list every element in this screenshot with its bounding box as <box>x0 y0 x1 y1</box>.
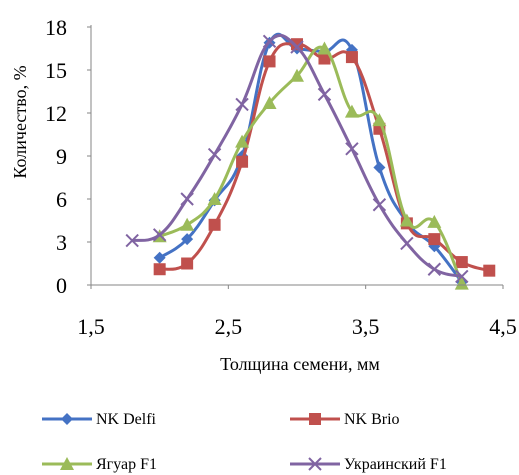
data-point <box>235 97 249 112</box>
series-1 <box>153 38 496 277</box>
legend-entry: NK Delfi <box>42 411 157 428</box>
series-line <box>159 45 464 285</box>
data-point <box>428 233 441 246</box>
y-tick-label: 0 <box>56 273 67 298</box>
data-point <box>345 51 358 64</box>
data-point <box>317 87 332 102</box>
data-point <box>235 134 250 148</box>
y-tick-label: 15 <box>45 58 67 83</box>
data-point <box>427 262 442 276</box>
legend-marker <box>308 457 322 471</box>
legend-entry: NK Brio <box>290 411 400 428</box>
data-point <box>344 104 359 118</box>
data-point <box>373 122 386 135</box>
data-point <box>180 192 194 206</box>
data-point <box>454 276 469 290</box>
x-tick-label: 3,5 <box>352 314 380 339</box>
data-point <box>153 251 166 264</box>
legend-marker <box>60 457 74 470</box>
data-point <box>208 218 221 231</box>
data-point <box>181 233 194 246</box>
data-point <box>290 40 304 54</box>
data-point <box>207 147 222 162</box>
y-tick-label: 9 <box>56 144 67 169</box>
data-point <box>345 142 359 156</box>
data-point <box>427 214 442 228</box>
data-point <box>291 38 303 51</box>
data-point <box>262 95 277 109</box>
series-line <box>158 32 463 284</box>
x-axis-label: Толщина семени, мм <box>220 354 380 374</box>
data-point <box>455 256 468 269</box>
tick-labels: 0 3 6 9 12 15 18 1,5 2,5 3,5 4,5 <box>45 15 517 339</box>
plot-area <box>125 32 496 290</box>
legend-marker <box>61 413 73 425</box>
x-tick-label: 1,5 <box>77 314 105 339</box>
legend-label: Ягуар F1 <box>96 456 157 473</box>
data-point <box>372 113 387 127</box>
data-point <box>483 264 496 277</box>
data-point <box>373 161 386 174</box>
legend-label: Украинский F1 <box>344 456 447 473</box>
data-point <box>290 68 304 82</box>
data-point <box>181 257 194 270</box>
legend-marker <box>309 413 321 425</box>
data-point <box>317 41 332 55</box>
legend-entry: Ягуар F1 <box>42 456 157 473</box>
data-point <box>400 236 414 251</box>
data-point <box>180 217 195 231</box>
data-point <box>153 263 166 276</box>
data-point <box>318 52 331 65</box>
series-2 <box>152 41 469 290</box>
data-point <box>207 192 222 205</box>
series-3 <box>125 33 469 284</box>
data-point <box>455 269 469 284</box>
data-point <box>125 233 139 248</box>
data-point <box>152 228 167 242</box>
y-tick-label: 18 <box>45 15 67 40</box>
y-tick-label: 3 <box>56 230 67 255</box>
data-point <box>263 55 276 68</box>
data-point <box>372 198 387 212</box>
x-tick-label: 2,5 <box>215 314 243 339</box>
y-axis-label: Количество, % <box>10 65 30 178</box>
x-tick-label: 4,5 <box>489 314 517 339</box>
legend-label: NK Delfi <box>96 411 157 428</box>
legend-entry: Украинский F1 <box>290 456 447 473</box>
legend: NK Delfi NK Brio Ягуар F1 Украинский F1 <box>42 411 447 473</box>
data-point <box>399 213 414 227</box>
legend-label: NK Brio <box>344 411 400 428</box>
y-tick-label: 12 <box>45 101 67 126</box>
data-point <box>262 34 277 49</box>
data-point <box>236 155 249 168</box>
y-tick-label: 6 <box>56 187 67 212</box>
